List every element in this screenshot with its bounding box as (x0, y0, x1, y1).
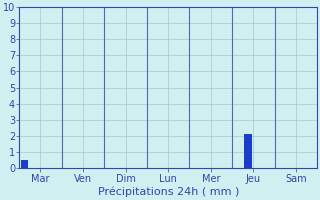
X-axis label: Précipitations 24h ( mm ): Précipitations 24h ( mm ) (98, 187, 239, 197)
Bar (21, 160, 28, 168)
Bar (244, 134, 252, 168)
